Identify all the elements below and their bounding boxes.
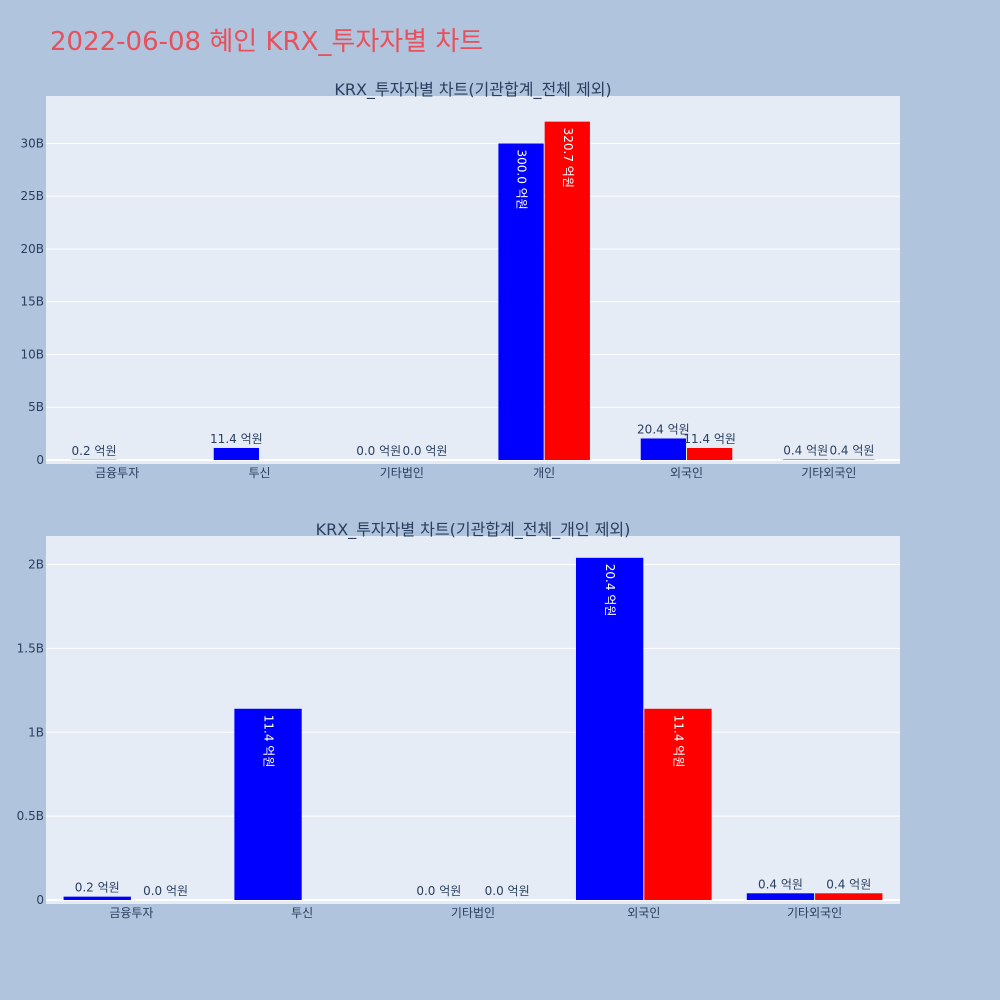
y-tick-label: 15B <box>20 295 44 309</box>
chart-title: KRX_투자자별 차트(기관합계_전체_개인 제외) <box>316 520 631 540</box>
bar <box>63 896 131 900</box>
chart-investor-all: 0 5B 10B 15B 20B 25B 30B KRX_투자자별 차트(기관합계_전체 제외… <box>20 80 900 480</box>
bar <box>687 447 733 460</box>
x-tick-label: 투신 <box>248 466 270 480</box>
data-label: 0.2 억원 <box>72 444 117 458</box>
data-label: 11.4 억원 <box>262 715 276 768</box>
y-tick-label: 10B <box>20 347 44 361</box>
x-tick-label: 기타법인 <box>380 466 424 480</box>
bar <box>815 893 883 900</box>
x-tick-label: 기타외국인 <box>787 906 842 920</box>
x-tick-label: 투신 <box>291 906 313 920</box>
y-tick-label: 2B <box>28 558 44 572</box>
x-tick-label: 금융투자 <box>95 466 139 480</box>
x-tick-label: 금융투자 <box>109 906 153 920</box>
data-label: 11.4 억원 <box>210 432 263 446</box>
y-tick-label: 0 <box>36 893 44 907</box>
data-label: 11.4 억원 <box>683 432 736 446</box>
data-label: 0.4 억원 <box>783 444 828 458</box>
y-tick-label: 25B <box>20 189 44 203</box>
y-tick-label: 30B <box>20 136 44 150</box>
data-label: 0.4 억원 <box>826 877 871 891</box>
data-label: 0.4 억원 <box>829 444 874 458</box>
data-label: 0.0 억원 <box>356 444 401 458</box>
y-tick-label: 5B <box>28 400 44 414</box>
bar <box>234 708 302 900</box>
x-tick-label: 개인 <box>533 466 555 480</box>
bar <box>746 893 815 900</box>
data-label: 20.4 억원 <box>637 422 690 436</box>
bar <box>544 121 590 461</box>
chart-investor-excl-individual: 0 0.5B 1B 1.5B 2B KRX_투자자별 차트(기관합계_전체_개인 제외) 금… <box>17 520 900 920</box>
data-label: 0.2 억원 <box>75 881 120 895</box>
data-label: 0.0 억원 <box>402 444 447 458</box>
plot-area <box>46 96 900 464</box>
y-tick-label: 1B <box>28 725 44 739</box>
data-label: 20.4 억원 <box>603 564 617 617</box>
y-tick-label: 0 <box>36 453 44 467</box>
x-tick-label: 외국인 <box>627 906 660 920</box>
data-label: 0.0 억원 <box>143 884 188 898</box>
data-label: 0.0 억원 <box>416 884 461 898</box>
plot-area <box>46 536 900 904</box>
bar <box>213 447 259 460</box>
x-tick-label: 기타법인 <box>451 906 495 920</box>
y-tick-label: 20B <box>20 242 44 256</box>
bar <box>644 708 712 900</box>
data-label: 0.4 억원 <box>758 877 803 891</box>
data-label: 0.0 억원 <box>485 884 530 898</box>
bar <box>575 557 644 900</box>
x-tick-label: 외국인 <box>670 466 703 480</box>
bar <box>498 143 544 460</box>
data-label: 11.4 억원 <box>671 715 685 768</box>
bar <box>640 438 686 460</box>
y-tick-label: 0.5B <box>17 809 44 823</box>
data-label: 300.0 억원 <box>515 149 529 209</box>
chart-title: KRX_투자자별 차트(기관합계_전체 제외) <box>334 80 611 100</box>
data-label: 320.7 억원 <box>561 128 575 188</box>
y-tick-label: 1.5B <box>17 641 44 655</box>
x-tick-label: 기타외국인 <box>801 466 856 480</box>
page-title: 2022-06-08 혜인 KRX_투자자별 차트 <box>50 27 483 57</box>
